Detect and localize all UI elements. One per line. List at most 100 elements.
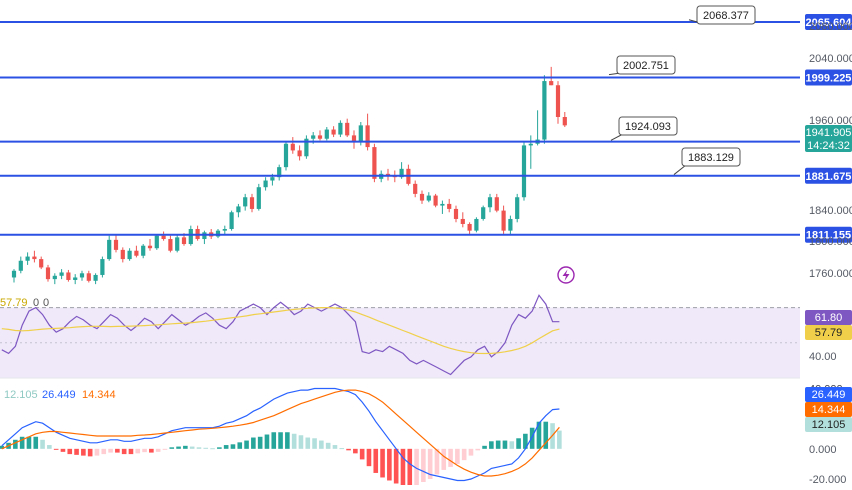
candle-body[interactable] xyxy=(59,272,64,276)
candle-body[interactable] xyxy=(528,143,533,146)
callout-box[interactable] xyxy=(696,5,756,25)
macd-line[interactable] xyxy=(1,387,560,482)
candle-body[interactable] xyxy=(66,272,71,280)
signal-value-badge xyxy=(805,402,852,417)
candle-body[interactable] xyxy=(113,239,119,250)
candle-body[interactable] xyxy=(399,168,404,178)
candle-body[interactable] xyxy=(311,135,316,139)
macd-histogram-bar xyxy=(108,448,113,453)
price-pane[interactable] xyxy=(0,21,800,285)
rsi-line[interactable] xyxy=(1,294,560,376)
candle-body[interactable] xyxy=(345,122,350,136)
candle-body[interactable] xyxy=(93,274,98,281)
candle-body[interactable] xyxy=(440,203,445,206)
candle-body[interactable] xyxy=(521,145,527,198)
candle-body[interactable] xyxy=(494,197,499,211)
candle-body[interactable] xyxy=(45,267,51,280)
macd-histogram-bar xyxy=(427,448,433,479)
macd-pane[interactable]: 12.105 26.449 14.344 xyxy=(0,387,562,487)
rsi-pane[interactable]: 57.79 0 0 xyxy=(0,294,800,379)
candle-body[interactable] xyxy=(501,210,506,231)
candle-body[interactable] xyxy=(419,193,425,201)
candle-body[interactable] xyxy=(18,260,23,271)
candle-body[interactable] xyxy=(32,256,37,260)
candle-body[interactable] xyxy=(79,273,85,278)
candle-body[interactable] xyxy=(338,122,343,135)
candle-body[interactable] xyxy=(290,143,295,151)
candle-body[interactable] xyxy=(317,135,323,139)
candle-body[interactable] xyxy=(243,197,248,207)
candle-body[interactable] xyxy=(474,218,479,231)
candle-body[interactable] xyxy=(365,125,370,148)
lightning-icon[interactable] xyxy=(557,266,575,284)
candle-body[interactable] xyxy=(215,230,221,237)
candle-body[interactable] xyxy=(100,259,105,275)
candle-body[interactable] xyxy=(324,129,329,139)
candle-body[interactable] xyxy=(73,277,78,280)
candle-body[interactable] xyxy=(515,197,520,219)
candle-body[interactable] xyxy=(331,129,336,135)
candle-body[interactable] xyxy=(413,183,418,194)
macd-histogram-bar xyxy=(26,436,32,449)
candle-body[interactable] xyxy=(52,275,57,280)
candle-body[interactable] xyxy=(549,81,554,86)
callout-box[interactable] xyxy=(681,147,741,167)
candle-body[interactable] xyxy=(11,270,17,278)
candle-body[interactable] xyxy=(277,167,282,178)
candle-body[interactable] xyxy=(426,195,431,201)
candle-body[interactable] xyxy=(256,187,261,209)
candle-body[interactable] xyxy=(249,197,255,209)
macd-histogram-bar xyxy=(529,427,535,449)
candle-body[interactable] xyxy=(154,235,159,249)
callout-box[interactable] xyxy=(616,55,676,75)
candle-body[interactable] xyxy=(433,195,438,206)
candle-body[interactable] xyxy=(542,81,547,140)
macd-histogram-bar xyxy=(0,445,5,449)
indicator-layer[interactable] xyxy=(557,266,575,284)
rsi-ma-line[interactable] xyxy=(1,307,560,355)
candle-body[interactable] xyxy=(263,180,268,188)
candle-body[interactable] xyxy=(481,207,486,219)
candle-body[interactable] xyxy=(168,239,173,251)
candle-body[interactable] xyxy=(453,208,459,219)
candle-body[interactable] xyxy=(229,212,234,229)
candle-body[interactable] xyxy=(297,150,302,157)
candle-body[interactable] xyxy=(188,228,193,245)
candle-body[interactable] xyxy=(372,147,377,179)
candle-body[interactable] xyxy=(358,125,363,143)
candle-body[interactable] xyxy=(175,237,180,251)
candle-body[interactable] xyxy=(161,235,166,240)
macd-histogram-bar xyxy=(400,448,406,487)
candle-body[interactable] xyxy=(460,218,465,224)
candle-body[interactable] xyxy=(447,203,452,209)
candle-body[interactable] xyxy=(222,228,227,231)
candle-body[interactable] xyxy=(487,197,493,208)
candle-body[interactable] xyxy=(304,138,309,157)
candle-body[interactable] xyxy=(555,85,561,118)
candle-body[interactable] xyxy=(181,237,187,245)
candle-body[interactable] xyxy=(467,223,472,231)
macd-histogram-bar xyxy=(60,448,66,452)
candle-body[interactable] xyxy=(562,117,567,126)
candle-body[interactable] xyxy=(107,239,112,260)
candle-body[interactable] xyxy=(86,273,91,281)
candle-body[interactable] xyxy=(270,177,275,181)
candle-body[interactable] xyxy=(120,249,125,260)
candle-body[interactable] xyxy=(134,250,139,256)
signal-line[interactable] xyxy=(1,389,560,477)
candle-body[interactable] xyxy=(351,135,357,143)
candle-body[interactable] xyxy=(236,206,241,213)
candle-body[interactable] xyxy=(25,256,30,261)
candle-body[interactable] xyxy=(508,218,513,231)
candle-body[interactable] xyxy=(283,143,289,168)
candle-body[interactable] xyxy=(147,245,153,249)
callout-box[interactable] xyxy=(618,116,678,136)
callout-label: 1924.093 xyxy=(625,121,671,133)
candle-body[interactable] xyxy=(385,173,391,176)
candle-body[interactable] xyxy=(127,250,132,260)
candle-body[interactable] xyxy=(141,245,146,256)
candle-body[interactable] xyxy=(39,259,44,268)
